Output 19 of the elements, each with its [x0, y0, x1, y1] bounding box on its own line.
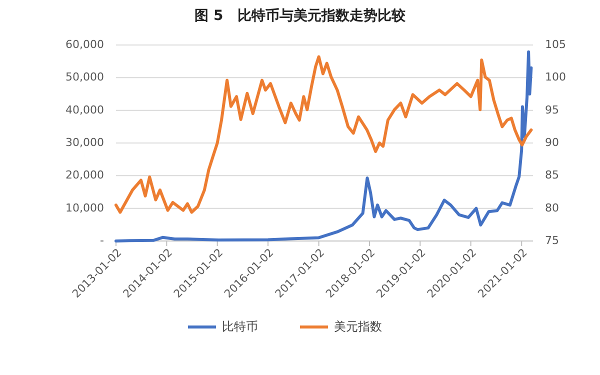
- y2-tick-label: 105: [545, 38, 566, 52]
- legend-label: 美元指数: [334, 319, 382, 334]
- y2-tick-label: 80: [545, 201, 559, 214]
- y-tick-label: 50,000: [66, 70, 104, 84]
- y-tick-label: 20,000: [66, 168, 104, 182]
- y2-tick-label: 100: [545, 70, 566, 84]
- y-tick-label: 10,000: [66, 201, 104, 214]
- y2-tick-label: 85: [545, 168, 559, 182]
- y2-tick-label: 90: [545, 136, 559, 150]
- y2-tick-label: 75: [545, 234, 559, 248]
- y-tick-label: 30,000: [66, 136, 104, 150]
- line-series: [114, 50, 533, 242]
- chart-title: 图 5 比特币与美元指数走势比较: [194, 7, 406, 24]
- y-tick-label: 60,000: [66, 38, 104, 52]
- legend-label: 比特币: [222, 319, 258, 334]
- y-tick-label: 40,000: [66, 103, 104, 116]
- y-tick-label: -: [100, 234, 104, 248]
- line-series: [114, 55, 533, 214]
- y2-tick-label: 95: [545, 103, 559, 116]
